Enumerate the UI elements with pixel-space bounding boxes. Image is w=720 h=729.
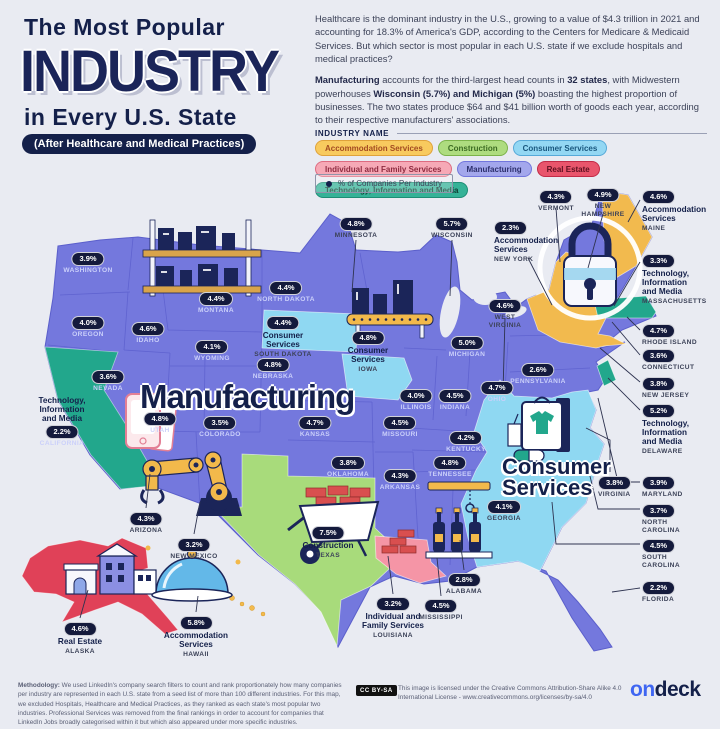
intro-paragraph-2: Manufacturing accounts for the third-lar… xyxy=(315,73,707,126)
state-shape-south-dakota xyxy=(261,309,359,353)
intro-bold-text: Wisconsin (5.7%) and Michigan (5%) xyxy=(373,87,536,99)
wheelbarrow-bricks-illustration xyxy=(287,485,417,564)
intro-text: Healthcare is the dominant industry in t… xyxy=(315,12,707,135)
region-label-manufacturing: Manufacturing xyxy=(140,378,355,415)
legend-pills: Accommodation Services Construction Consum… xyxy=(315,140,715,198)
cc-license-icon: CC BY-SA xyxy=(356,685,397,696)
logo-on: on xyxy=(630,678,655,701)
conveyor-belt-illustration xyxy=(346,280,434,339)
region-label-consumer-services: Consumer Services xyxy=(502,454,611,500)
legend-rule xyxy=(397,133,707,134)
subtitle-badge: (After Healthcare and Medical Practices) xyxy=(22,134,257,154)
pct-note-label: % of Companies Per Industry xyxy=(338,179,443,188)
title-line-2: INDUSTRY xyxy=(20,39,280,104)
legend-title-row: INDUSTRY NAME xyxy=(315,129,707,138)
legend-pill-individual-and-family-services: Individual and Family Services xyxy=(315,161,452,177)
legend-pill-consumer-services: Consumer Services xyxy=(512,140,608,156)
intro-text-run: accounts for the third-largest head coun… xyxy=(379,74,568,86)
methodology-text: Methodology: We used LinkedIn's company … xyxy=(18,681,348,727)
bottle-rack-illustration xyxy=(425,481,493,559)
state-shape-delaware xyxy=(596,359,617,387)
intro-paragraph-1: Healthcare is the dominant industry in t… xyxy=(315,12,707,65)
houses-illustration xyxy=(63,543,157,595)
legend-pill-manufacturing: Manufacturing xyxy=(456,161,532,177)
legend-pill-technology-information-and-media: Technology, Information and Media xyxy=(315,182,469,198)
legend-pill-construction: Construction xyxy=(437,140,508,156)
license-text: This image is licensed under the Creativ… xyxy=(398,685,622,702)
logo-deck: deck xyxy=(654,678,701,701)
legend-pill-accommodation-services: Accommodation Services xyxy=(315,140,433,156)
ondeck-logo: ondeck xyxy=(630,678,701,702)
legend-title: INDUSTRY NAME xyxy=(315,129,390,138)
title-line-1: The Most Popular xyxy=(24,14,225,40)
padlock-lens-illustration xyxy=(537,215,643,321)
legend-pill-real-estate: Real Estate xyxy=(536,161,600,177)
dot-icon xyxy=(326,180,332,187)
warehouse-shelf-illustration xyxy=(142,219,262,297)
intro-text-run: boasting the highest proportion of busin… xyxy=(315,87,699,126)
intro-text-run: , with Midwestern powerhouses xyxy=(315,74,680,99)
cloche-illustration xyxy=(145,545,241,602)
methodology-body: We used LinkedIn's company search filter… xyxy=(18,682,342,727)
robot-arm-illustration xyxy=(140,451,242,516)
title-line-3: in Every U.S. State xyxy=(24,104,237,130)
intro-text-run: Healthcare is the dominant industry in t… xyxy=(315,13,700,65)
shopping-bag-illustration xyxy=(507,396,570,462)
pct-note-box: % of Companies Per Industry xyxy=(315,174,454,193)
intro-bold-text: 32 states xyxy=(567,74,608,86)
methodology-label: Methodology: xyxy=(18,682,60,689)
intro-bold-text: Manufacturing xyxy=(315,74,380,86)
